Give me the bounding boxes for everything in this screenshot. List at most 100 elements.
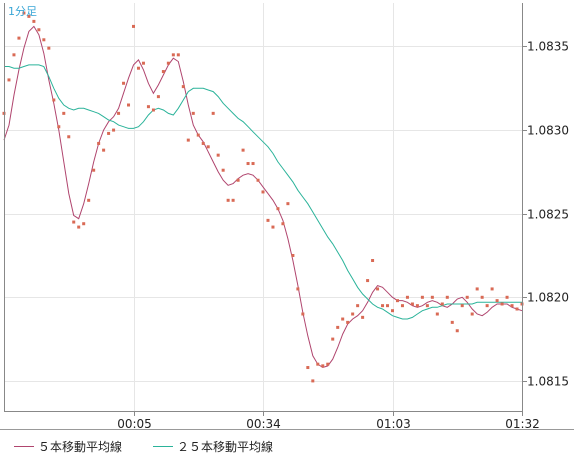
price-point-65 [326,362,330,366]
price-point-46 [231,198,235,202]
price-point-77 [386,304,390,308]
price-point-51 [256,178,260,182]
price-point-39 [196,133,200,137]
price-point-94 [470,312,474,316]
price-point-31 [156,95,160,99]
price-point-11 [57,125,61,129]
price-point-6 [32,19,36,23]
price-point-5 [27,14,31,18]
price-point-62 [311,379,315,383]
price-point-52 [261,190,265,194]
price-point-42 [211,111,215,115]
price-point-38 [191,111,195,115]
price-point-73 [366,279,370,283]
price-point-54 [271,225,275,229]
price-point-56 [281,222,285,226]
price-point-87 [435,312,439,316]
y-tick-label-4: 1.0835 [527,40,569,54]
y-tick-label-2: 1.0825 [527,208,569,222]
price-point-66 [331,337,335,341]
price-point-41 [206,145,210,149]
price-point-14 [72,220,76,224]
legend-item-0: ５本移動平均線 [14,439,122,454]
series-line-0 [3,25,523,369]
price-point-21 [107,131,111,135]
price-point-12 [62,111,66,115]
plot-frame [0,3,574,430]
price-point-53 [266,218,270,222]
price-point-4 [22,11,26,15]
price-point-7 [37,28,41,32]
price-point-15 [77,225,81,229]
price-point-75 [376,287,380,291]
price-point-71 [356,304,360,308]
legend-label-0: ５本移動平均線 [38,439,122,454]
price-point-78 [391,309,394,313]
timeframe-label: 1分足 [8,5,37,18]
price-point-32 [161,70,165,74]
price-point-25 [127,103,131,107]
price-point-92 [460,304,464,308]
price-point-74 [371,259,375,263]
price-point-68 [341,317,345,321]
price-point-37 [186,138,190,142]
price-point-102 [510,304,514,308]
series-line-1 [4,64,522,320]
price-point-96 [480,295,484,299]
legend-item-1: ２５本移動平均線 [153,439,273,454]
price-point-33 [166,61,170,65]
price-point-98 [490,287,494,291]
price-point-43 [216,153,220,157]
x-tick-label-2: 01:03 [376,417,411,431]
price-point-49 [246,162,250,166]
price-point-19 [97,141,101,145]
price-point-67 [336,325,340,329]
price-point-69 [346,320,350,324]
price-point-24 [122,81,126,85]
price-point-50 [251,162,255,166]
price-point-84 [420,295,424,299]
price-point-48 [241,148,245,152]
price-point-26 [132,24,135,28]
price-point-60 [301,312,305,316]
price-point-40 [201,141,205,145]
price-point-10 [52,98,56,102]
price-point-76 [381,304,385,308]
price-point-35 [176,53,180,57]
price-point-83 [415,304,419,308]
price-point-100 [500,302,504,306]
price-point-103 [515,307,519,311]
price-point-28 [141,61,145,65]
price-point-99 [495,299,499,303]
price-point-90 [450,320,454,324]
price-point-29 [146,105,150,109]
price-point-22 [112,128,116,132]
legend: ５本移動平均線 ２５本移動平均線 [14,439,273,454]
price-point-18 [92,168,96,172]
price-point-85 [425,304,429,308]
x-tick-label-3: 01:32 [505,417,540,431]
price-point-91 [455,329,459,333]
price-point-61 [306,366,310,370]
price-point-72 [361,315,365,319]
price-point-3 [17,36,21,40]
price-point-82 [410,302,414,306]
price-point-17 [87,198,91,202]
price-point-36 [181,85,185,89]
price-point-55 [276,207,280,211]
price-point-34 [171,53,175,57]
price-point-86 [430,295,434,299]
price-point-2 [12,53,16,57]
price-point-16 [82,222,86,226]
price-point-64 [321,364,325,368]
price-point-44 [221,168,225,172]
price-point-47 [236,178,240,182]
price-point-93 [465,295,469,299]
price-point-58 [291,253,295,257]
price-point-27 [136,66,140,70]
price-point-1 [7,78,11,82]
x-tick-label-0: 00:05 [117,417,152,431]
price-point-59 [296,287,300,291]
price-point-89 [445,295,449,299]
